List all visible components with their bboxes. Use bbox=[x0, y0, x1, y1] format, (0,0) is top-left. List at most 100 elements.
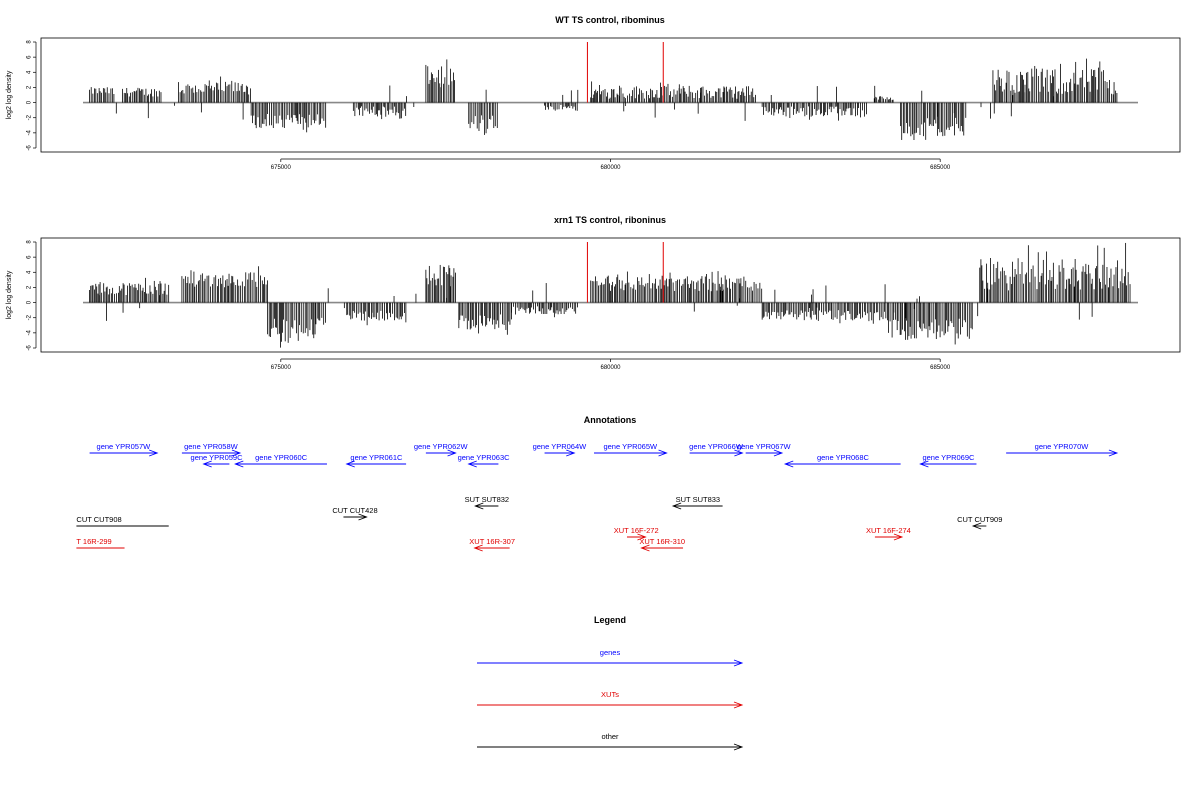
feature-label: gene YPR066W bbox=[689, 442, 744, 451]
legend-label: XUTs bbox=[601, 690, 619, 699]
annotation-feature: gene YPR068C bbox=[783, 453, 901, 468]
feature-label: T 16R-299 bbox=[76, 537, 111, 546]
arrow-head bbox=[473, 544, 483, 552]
y-axis-label: log2 log density bbox=[6, 70, 13, 119]
annotation-feature: SUT SUT833 bbox=[671, 495, 723, 510]
x-tick-label: 685000 bbox=[930, 365, 951, 371]
x-axis: 675000 680000 685000 bbox=[271, 358, 951, 371]
feature-label: gene YPR064W bbox=[533, 442, 588, 451]
arrow-head bbox=[474, 502, 484, 510]
feature-label: gene YPR060C bbox=[255, 453, 308, 462]
plot-frame bbox=[40, 37, 1181, 153]
annotation-feature: gene YPR061C bbox=[345, 453, 407, 468]
arrow-head bbox=[783, 460, 794, 468]
arrow-head bbox=[773, 449, 784, 457]
feature-label: gene YPR061C bbox=[350, 453, 403, 462]
annotation-feature: gene YPR058W bbox=[181, 442, 242, 457]
arrow-head bbox=[637, 533, 647, 541]
annotation-feature: gene YPR057W bbox=[89, 442, 159, 457]
feature-label: SUT SUT832 bbox=[465, 495, 509, 504]
arrow-head bbox=[893, 533, 904, 541]
y-tick-label: -6 bbox=[27, 345, 33, 351]
arrow-head bbox=[149, 449, 159, 457]
y-tick-label: -2 bbox=[27, 314, 33, 320]
feature-label: CUT CUT909 bbox=[957, 515, 1002, 524]
annotation-feature: gene YPR060C bbox=[234, 453, 327, 468]
arrow-head bbox=[671, 502, 682, 510]
legend-item: XUTs bbox=[477, 690, 744, 709]
feature-label: XUT 16R-307 bbox=[469, 537, 515, 546]
x-tick-label: 685000 bbox=[930, 165, 951, 171]
arrow-head bbox=[734, 449, 744, 457]
feature-label: gene YPR062W bbox=[414, 442, 469, 451]
highlight-marks bbox=[586, 242, 664, 303]
y-tick-label: 6 bbox=[27, 255, 33, 259]
arrow-head bbox=[971, 522, 982, 530]
annotation-feature: CUT CUT428 bbox=[332, 506, 378, 521]
annotations-title: Annotations bbox=[584, 415, 637, 425]
feature-label: XUT 16R-310 bbox=[639, 537, 685, 546]
arrow-head bbox=[231, 449, 242, 457]
y-tick-label: 2 bbox=[27, 285, 33, 289]
annotation-feature: gene YPR066W bbox=[689, 442, 744, 457]
arrow-head bbox=[640, 544, 650, 552]
annotation-feature: SUT SUT832 bbox=[465, 495, 509, 510]
y-tick-label: 8 bbox=[27, 240, 33, 244]
arrow-head bbox=[447, 449, 457, 457]
plot-frame bbox=[40, 237, 1181, 353]
feature-label: gene YPR059C bbox=[191, 453, 244, 462]
annotation-feature: gene YPR069C bbox=[919, 453, 977, 468]
panel-wt: WT TS control, ribominus log2 log densit… bbox=[6, 15, 1181, 171]
y-tick-label: 6 bbox=[27, 55, 33, 59]
feature-label: gene YPR069C bbox=[922, 453, 975, 462]
feature-label: CUT CUT908 bbox=[76, 515, 121, 524]
density-bars bbox=[83, 242, 1138, 348]
legend-label: genes bbox=[600, 648, 621, 657]
annotation-feature: gene YPR062W bbox=[414, 442, 469, 457]
feature-label: gene YPR057W bbox=[97, 442, 152, 451]
feature-label: CUT CUT428 bbox=[332, 506, 377, 515]
arrow-head bbox=[358, 513, 368, 521]
legend-item: genes bbox=[477, 648, 744, 667]
arrow-head bbox=[733, 701, 744, 709]
arrow-head bbox=[467, 460, 477, 468]
legend-title: Legend bbox=[594, 615, 626, 625]
feature-label: gene YPR065W bbox=[603, 442, 658, 451]
annotation-feature: CUT CUT909 bbox=[957, 515, 1002, 530]
arrow-head bbox=[566, 449, 576, 457]
panel-title: WT TS control, ribominus bbox=[555, 15, 665, 25]
annotations-panel: Annotations gene YPR057W gene YPR058Wgene… bbox=[76, 415, 1119, 552]
x-axis: 675000 680000 685000 bbox=[271, 158, 951, 171]
panel-xrn1: xrn1 TS control, riboninus log2 log dens… bbox=[6, 215, 1181, 371]
y-tick-label: 4 bbox=[27, 70, 33, 74]
annotation-feature: XUT 16R-307 bbox=[469, 537, 515, 552]
annotation-feature: gene YPR063C bbox=[458, 453, 510, 468]
feature-label: XUT 16F-274 bbox=[866, 526, 911, 535]
feature-label: SUT SUT833 bbox=[676, 495, 720, 504]
x-tick-label: 675000 bbox=[271, 165, 292, 171]
annotation-feature: gene YPR070W bbox=[1006, 442, 1119, 457]
y-tick-label: 2 bbox=[27, 85, 33, 89]
arrow-head bbox=[733, 743, 744, 751]
y-tick-label: -4 bbox=[27, 130, 33, 136]
feature-label: gene YPR068C bbox=[817, 453, 870, 462]
annotation-feature: gene YPR059C bbox=[191, 453, 244, 468]
arrow-head bbox=[658, 449, 668, 457]
x-tick-label: 680000 bbox=[600, 365, 621, 371]
arrow-head bbox=[1108, 449, 1119, 457]
y-tick-label: -4 bbox=[27, 330, 33, 336]
y-tick-label: -2 bbox=[27, 114, 33, 120]
arrow-head bbox=[202, 460, 212, 468]
y-axis: 8 6 4 2 0 -2 -4 -6 bbox=[27, 40, 37, 151]
annotation-feature: CUT CUT908 bbox=[76, 515, 169, 527]
y-axis: 8 6 4 2 0 -2 -4 -6 bbox=[27, 240, 37, 351]
arrow-head bbox=[919, 460, 929, 468]
legend-label: other bbox=[601, 732, 619, 741]
panel-title: xrn1 TS control, riboninus bbox=[554, 215, 666, 225]
feature-label: XUT 16F-272 bbox=[614, 526, 659, 535]
y-tick-label: 4 bbox=[27, 270, 33, 274]
annotation-feature: gene YPR067W bbox=[737, 442, 792, 457]
annotation-feature: T 16R-299 bbox=[76, 537, 125, 549]
annotation-features: gene YPR057W gene YPR058W gene YPR059C gene… bbox=[76, 442, 1119, 552]
